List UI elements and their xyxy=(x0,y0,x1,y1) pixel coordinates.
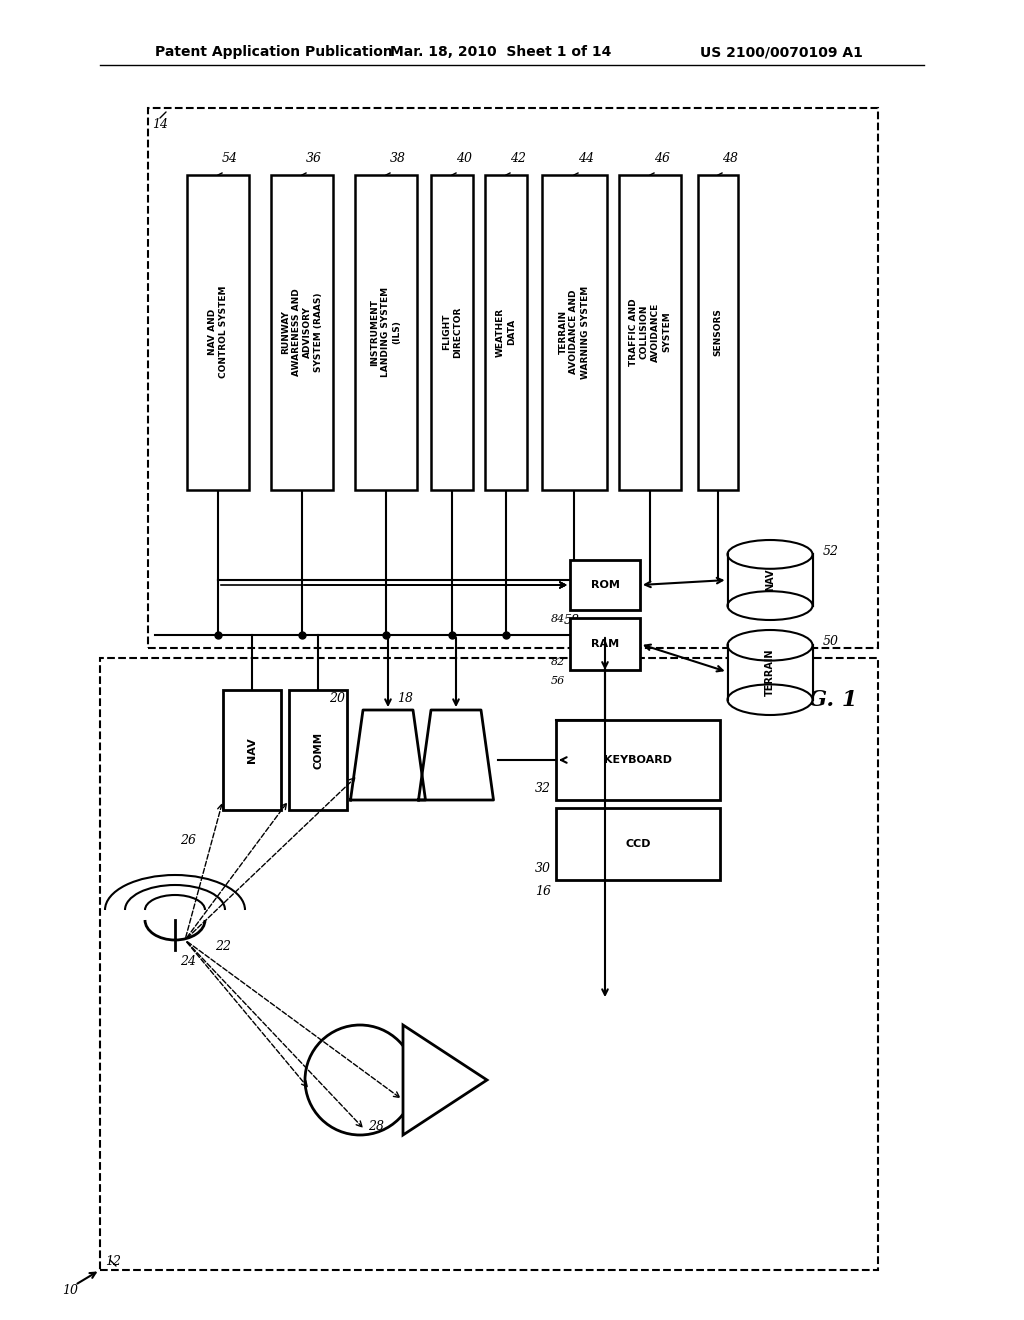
Text: 56: 56 xyxy=(551,676,565,686)
Bar xyxy=(727,554,812,606)
Text: NAV: NAV xyxy=(247,737,257,763)
Text: NAV AND
CONTROL SYSTEM: NAV AND CONTROL SYSTEM xyxy=(208,285,228,379)
Ellipse shape xyxy=(727,540,812,569)
Bar xyxy=(570,618,640,671)
Text: SENSORS: SENSORS xyxy=(714,308,723,356)
Text: 46: 46 xyxy=(654,152,670,165)
Text: TRAFFIC AND
COLLISION
AVOIDANCE
SYSTEM: TRAFFIC AND COLLISION AVOIDANCE SYSTEM xyxy=(629,298,671,366)
Text: 26: 26 xyxy=(180,833,196,846)
Text: 14: 14 xyxy=(152,117,168,131)
Text: 18: 18 xyxy=(397,692,414,705)
Bar xyxy=(556,719,720,800)
Text: TERRAIN
AVOIDANCE AND
WARNING SYSTEM: TERRAIN AVOIDANCE AND WARNING SYSTEM xyxy=(558,285,590,379)
Text: 58: 58 xyxy=(564,614,580,627)
Text: 30: 30 xyxy=(535,862,551,875)
Text: TERRAIN: TERRAIN xyxy=(765,648,775,696)
Text: US 2100/0070109 A1: US 2100/0070109 A1 xyxy=(700,45,863,59)
Text: 50: 50 xyxy=(822,635,839,648)
Polygon shape xyxy=(350,710,426,800)
Text: RUNWAY
AWARENESS AND
ADVISORY
SYSTEM (RAAS): RUNWAY AWARENESS AND ADVISORY SYSTEM (RA… xyxy=(281,288,324,376)
Text: NAV: NAV xyxy=(765,569,775,591)
Text: 40: 40 xyxy=(456,152,472,165)
Text: 20: 20 xyxy=(330,692,345,705)
Circle shape xyxy=(305,1026,415,1135)
Text: COMM: COMM xyxy=(313,731,323,768)
Text: FLIGHT
DIRECTOR: FLIGHT DIRECTOR xyxy=(442,306,462,358)
Bar xyxy=(570,560,640,610)
Text: 12: 12 xyxy=(105,1255,121,1269)
Text: 58: 58 xyxy=(579,644,595,656)
Bar xyxy=(289,690,347,810)
Text: 82: 82 xyxy=(551,657,565,667)
Bar xyxy=(271,176,333,490)
Text: 28: 28 xyxy=(368,1119,384,1133)
Bar xyxy=(727,645,812,700)
Ellipse shape xyxy=(727,630,812,660)
Text: 48: 48 xyxy=(722,152,738,165)
Text: 38: 38 xyxy=(390,152,406,165)
Text: KEYBOARD: KEYBOARD xyxy=(604,755,672,766)
Bar xyxy=(100,657,878,1270)
Text: ROM: ROM xyxy=(591,579,620,590)
Text: Mar. 18, 2010  Sheet 1 of 14: Mar. 18, 2010 Sheet 1 of 14 xyxy=(390,45,611,59)
Text: RAM: RAM xyxy=(591,639,620,649)
Bar xyxy=(148,108,878,648)
Bar xyxy=(698,176,738,490)
Bar xyxy=(556,808,720,880)
Text: 10: 10 xyxy=(62,1283,78,1296)
Text: Patent Application Publication: Patent Application Publication xyxy=(155,45,393,59)
Text: 22: 22 xyxy=(215,940,231,953)
Text: CCD: CCD xyxy=(626,840,650,849)
Text: 44: 44 xyxy=(578,152,594,165)
Text: 16: 16 xyxy=(535,884,551,898)
Text: 42: 42 xyxy=(510,152,526,165)
Bar xyxy=(223,690,281,810)
Text: INSTRUMENT
LANDING SYSTEM
(ILS): INSTRUMENT LANDING SYSTEM (ILS) xyxy=(371,286,401,378)
Ellipse shape xyxy=(727,684,812,715)
Bar xyxy=(355,176,417,490)
Bar xyxy=(618,176,681,490)
Text: 54: 54 xyxy=(222,152,238,165)
Text: 32: 32 xyxy=(535,781,551,795)
Text: 36: 36 xyxy=(306,152,322,165)
Polygon shape xyxy=(419,710,494,800)
Bar xyxy=(187,176,249,490)
Text: 52: 52 xyxy=(822,545,839,558)
Text: FIG. 1: FIG. 1 xyxy=(782,689,858,711)
Text: WEATHER
DATA: WEATHER DATA xyxy=(496,308,516,356)
Ellipse shape xyxy=(727,591,812,620)
Bar xyxy=(431,176,473,490)
Bar xyxy=(542,176,606,490)
Bar xyxy=(485,176,527,490)
Text: 84: 84 xyxy=(551,614,565,624)
Polygon shape xyxy=(403,1026,487,1135)
Text: 24: 24 xyxy=(180,954,196,968)
